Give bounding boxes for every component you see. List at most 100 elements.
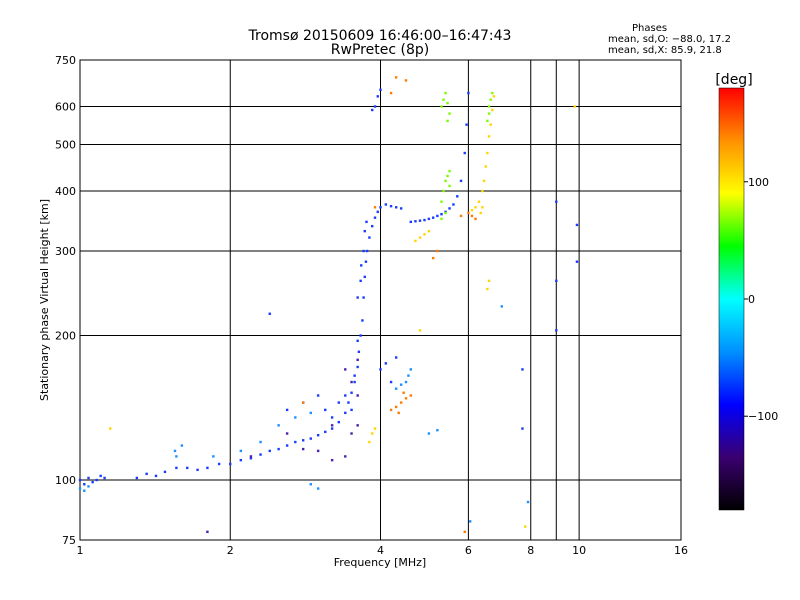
data-point	[368, 236, 371, 239]
data-point	[294, 416, 297, 419]
data-point	[487, 279, 491, 283]
data-point	[489, 98, 492, 101]
data-point	[95, 478, 98, 482]
data-point	[397, 411, 400, 415]
data-point	[350, 432, 353, 435]
data-point	[145, 472, 148, 476]
data-point	[135, 476, 139, 480]
data-point	[301, 401, 305, 404]
data-point	[301, 439, 305, 442]
data-point	[436, 429, 439, 432]
data-point	[353, 374, 356, 377]
data-point	[444, 179, 447, 183]
data-point	[399, 207, 403, 210]
data-point	[448, 169, 451, 173]
data-point	[277, 424, 280, 427]
data-point	[384, 203, 388, 206]
data-point	[239, 458, 243, 462]
data-point	[446, 119, 449, 123]
data-point	[379, 88, 382, 92]
data-point	[294, 440, 297, 444]
data-point	[479, 211, 482, 215]
data-point	[389, 204, 393, 208]
data-point	[330, 427, 334, 430]
data-point	[465, 123, 468, 126]
data-point	[324, 430, 327, 434]
data-point	[487, 105, 491, 108]
data-point	[456, 195, 459, 198]
y-tick-label: 400	[55, 185, 76, 198]
data-point	[389, 380, 393, 384]
colorbar-ticks: 100 0 −100	[744, 176, 778, 423]
data-point	[444, 211, 447, 215]
data-point	[365, 220, 368, 224]
data-point	[399, 383, 403, 386]
data-point	[489, 123, 492, 126]
data-point	[394, 387, 398, 390]
data-point	[446, 101, 449, 105]
data-point	[389, 91, 393, 95]
data-point	[575, 223, 579, 227]
data-point	[463, 530, 466, 534]
data-point	[487, 112, 491, 115]
data-point	[356, 358, 359, 362]
data-point	[491, 91, 494, 95]
data-point	[373, 105, 377, 108]
data-point	[350, 391, 353, 394]
data-point	[361, 319, 364, 322]
phases-o-line: mean, sd,O: −88.0, 17.2	[608, 34, 731, 45]
x-tick-label: 16	[674, 544, 688, 557]
phases-heading: Phases	[632, 23, 667, 34]
y-axis-label: Stationary phase Virtual Height [km]	[38, 199, 51, 401]
data-point	[316, 433, 320, 437]
data-point	[414, 220, 417, 223]
data-point	[573, 105, 576, 108]
data-point	[575, 260, 579, 263]
data-point	[373, 427, 377, 430]
data-point	[409, 368, 412, 371]
data-point	[446, 174, 449, 178]
data-point	[481, 206, 484, 209]
colorbar-label: [deg]	[715, 72, 752, 88]
y-tick-label: 200	[55, 330, 76, 343]
data-point	[357, 350, 361, 353]
y-tick-label: 300	[55, 245, 76, 258]
data-point	[350, 380, 353, 384]
data-point	[444, 91, 447, 95]
data-point	[229, 462, 232, 466]
phases-box: Phases mean, sd,O: −88.0, 17.2 mean, sd,…	[608, 23, 731, 56]
data-point	[384, 362, 388, 365]
data-point	[359, 279, 362, 283]
data-point	[526, 500, 530, 504]
data-point	[163, 470, 167, 474]
data-point	[423, 233, 426, 236]
data-point	[344, 394, 347, 397]
data-point	[316, 394, 320, 397]
data-point	[373, 216, 377, 219]
data-point	[285, 408, 289, 412]
data-point	[418, 236, 422, 239]
data-point	[448, 207, 451, 210]
data-point	[427, 432, 431, 435]
data-point	[484, 165, 487, 168]
data-point	[337, 401, 341, 404]
data-point	[463, 151, 466, 155]
data-point	[407, 374, 410, 377]
data-point	[173, 449, 177, 453]
data-point	[330, 458, 334, 462]
data-point	[309, 437, 312, 440]
data-point	[481, 189, 484, 193]
y-tick-label: 100	[55, 474, 76, 487]
data-point	[474, 217, 477, 221]
y-tick-label: 750	[55, 54, 76, 67]
data-point	[521, 368, 524, 371]
data-point	[376, 95, 379, 98]
data-point	[356, 394, 359, 397]
data-point	[389, 408, 393, 412]
data-point	[394, 206, 398, 209]
data-point	[78, 487, 82, 490]
colorbar-gradient	[718, 87, 745, 511]
data-point	[87, 485, 90, 488]
data-point	[196, 468, 199, 472]
